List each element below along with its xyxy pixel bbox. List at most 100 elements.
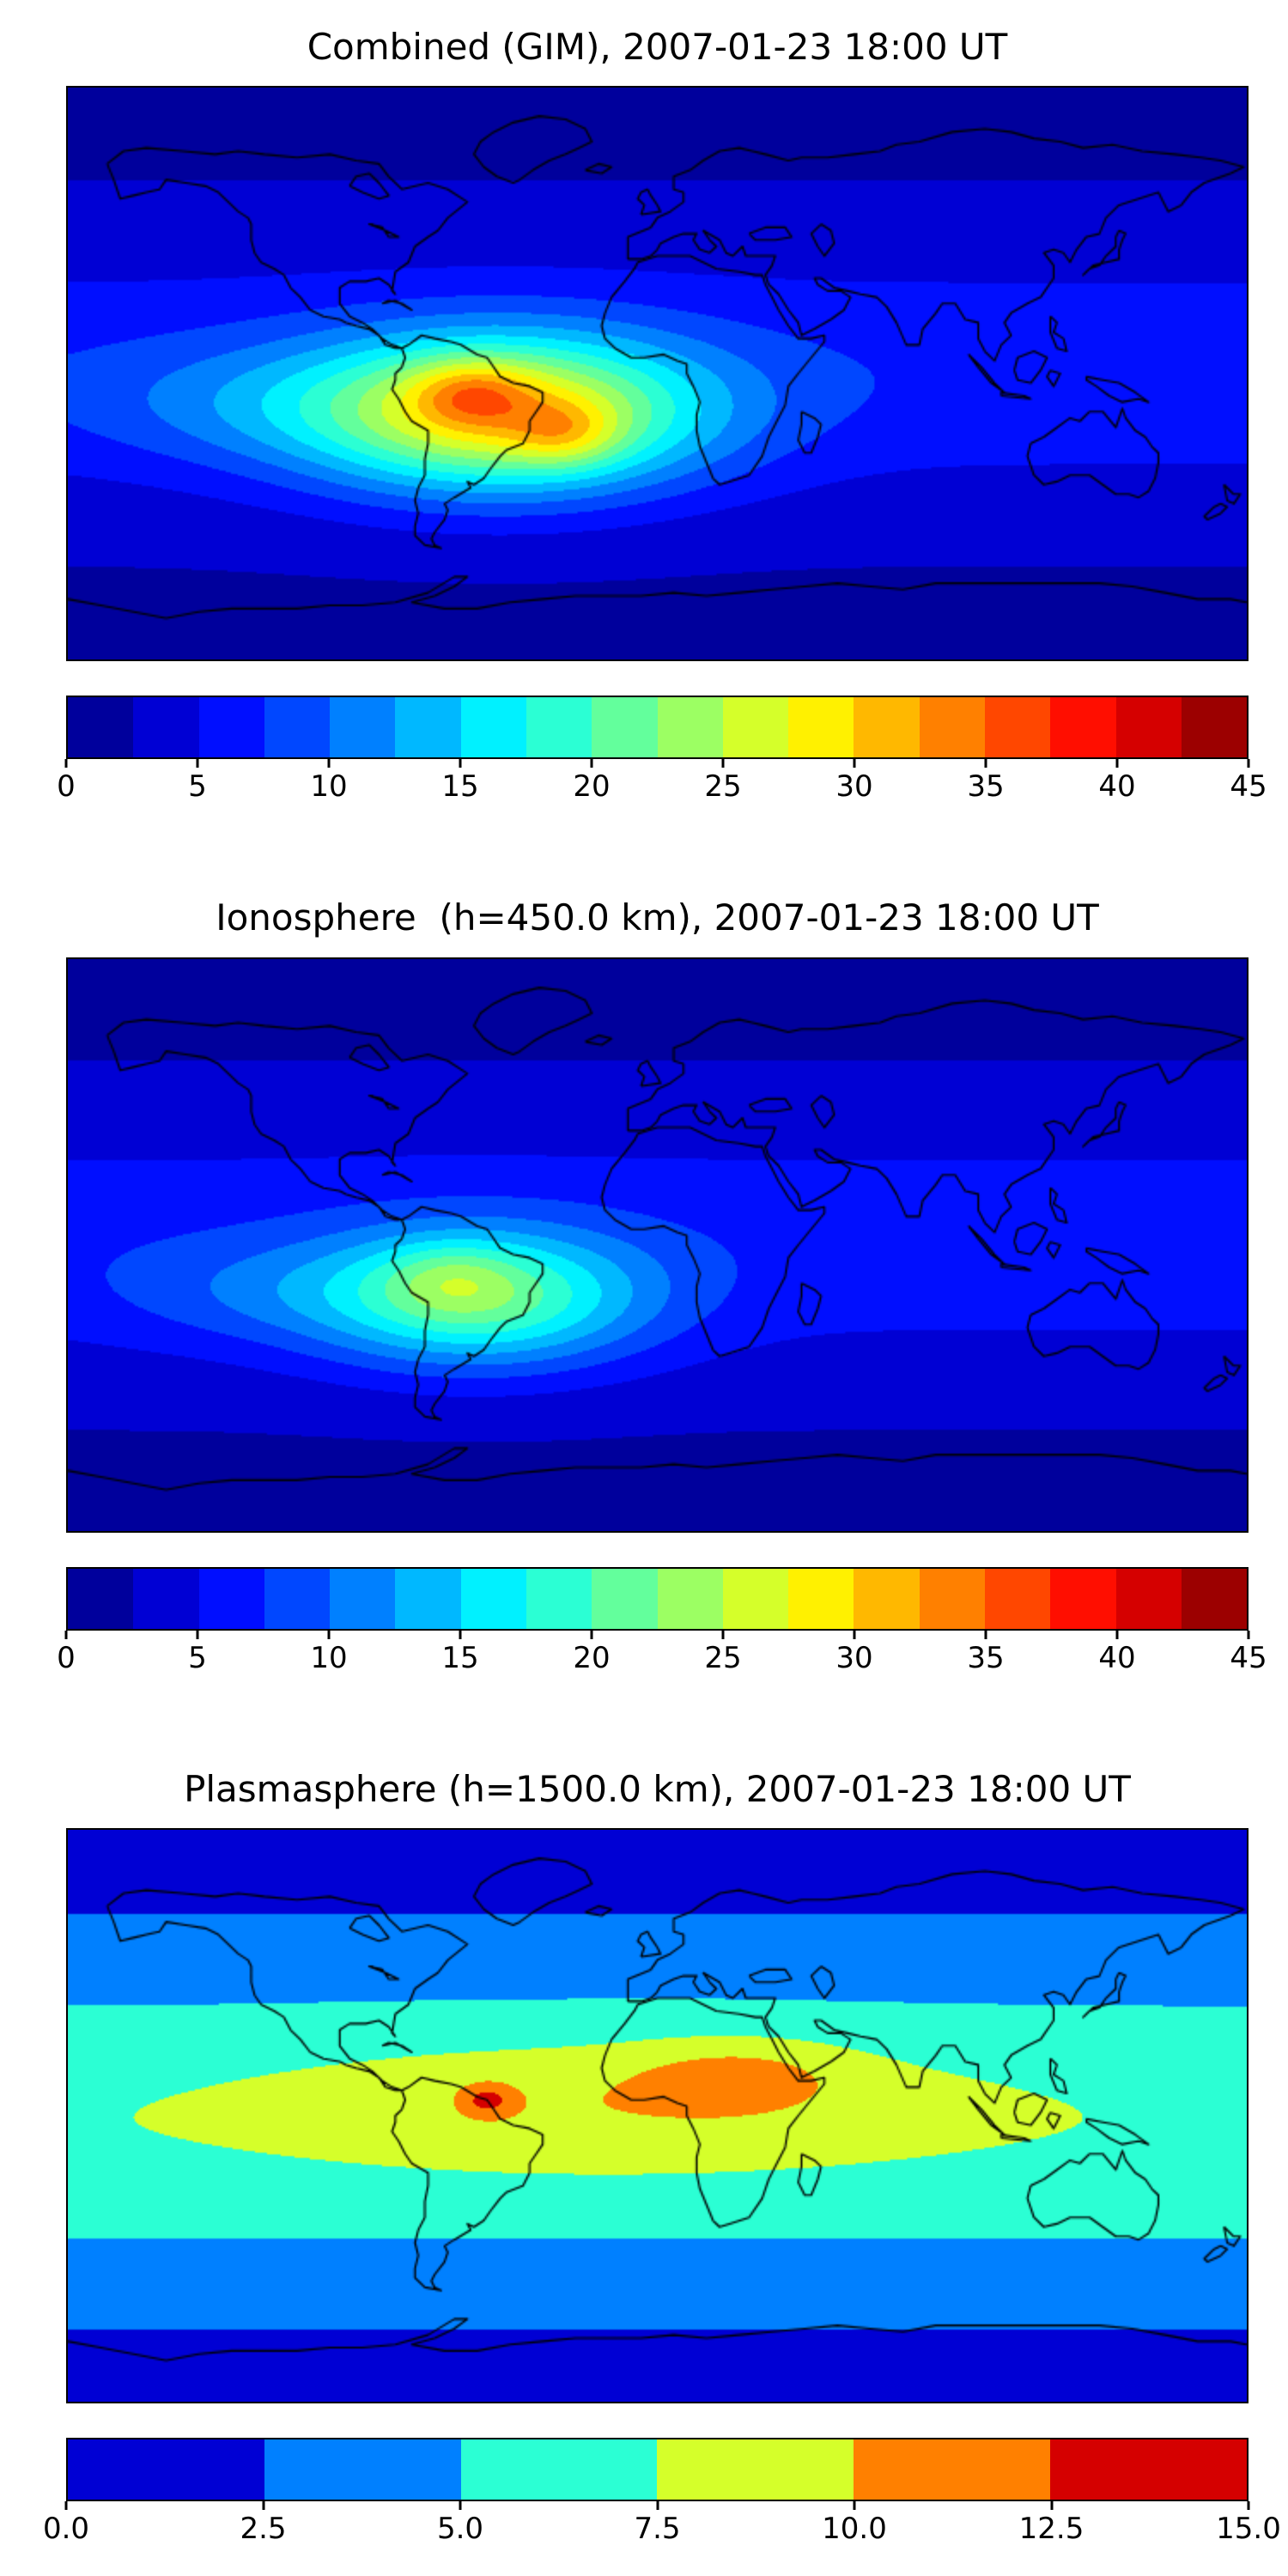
- colorbar-tick-mark: [1247, 759, 1250, 769]
- colorbar-segment: [722, 1568, 789, 1629]
- colorbar-segment: [1115, 1568, 1182, 1629]
- colorbar-segment: [657, 697, 723, 758]
- colorbar-tick-mark: [853, 759, 856, 769]
- colorbar-tick-label: 10: [310, 769, 348, 805]
- colorbar-segment: [854, 697, 920, 758]
- world-map-combined: [66, 86, 1249, 662]
- colorbar-segment: [264, 2439, 461, 2500]
- colorbar-segment: [68, 697, 134, 758]
- colorbar-tick-label: 20: [573, 769, 611, 805]
- colorbar-segment: [68, 1568, 134, 1629]
- colorbar-segment: [264, 1568, 331, 1629]
- colorbar-tick-mark: [984, 759, 987, 769]
- colorbar-segment: [460, 1568, 526, 1629]
- colorbar-segment: [526, 1568, 592, 1629]
- colorbar-tick-mark: [64, 759, 68, 769]
- colorbar-tick-label: 5: [188, 1640, 207, 1675]
- colorbar-segment: [592, 1568, 658, 1629]
- panel-title-ionosphere: Ionosphere (h=450.0 km), 2007-01-23 18:0…: [216, 896, 1099, 939]
- colorbar-tick-label: 45: [1230, 769, 1267, 805]
- colorbar-tick-label: 30: [835, 1640, 873, 1675]
- colorbar-segment: [460, 2439, 658, 2500]
- colorbar-tick-mark: [459, 2501, 462, 2511]
- colorbar-segment: [198, 1568, 264, 1629]
- colorbar-segment: [788, 697, 854, 758]
- colorbar-tick-mark: [196, 1630, 199, 1639]
- colorbar-segment: [133, 1568, 199, 1629]
- colorbar-tick-label: 30: [835, 769, 873, 805]
- colorbar-segment: [657, 1568, 723, 1629]
- colorbar-tick-mark: [853, 1630, 856, 1639]
- colorbar-tick-mark: [262, 2501, 264, 2511]
- colorbar-segment: [722, 697, 789, 758]
- colorbar-ionosphere: [66, 1566, 1249, 1631]
- colorbar-tick-mark: [1115, 759, 1119, 769]
- colorbar-tick-mark: [327, 759, 331, 769]
- colorbar-tick-label: 45: [1230, 1640, 1267, 1675]
- colorbar-tick-mark: [1247, 1630, 1250, 1639]
- colorbar-tick-mark: [64, 1630, 68, 1639]
- colorbar-tick-mark: [459, 759, 462, 769]
- colorbar-segment: [1050, 2439, 1247, 2500]
- colorbar-plasmasphere: [66, 2438, 1249, 2502]
- world-map-ionosphere: [66, 957, 1249, 1533]
- colorbar-segment: [198, 697, 264, 758]
- colorbar-ticks-ionosphere: 0 5 10 15 20 25 30 35 40 45: [57, 1630, 1267, 1684]
- panel-title-plasmasphere: Plasmasphere (h=1500.0 km), 2007-01-23 1…: [184, 1767, 1131, 1810]
- colorbar-segment: [68, 2439, 264, 2500]
- colorbar-tick-label: 0: [57, 1640, 76, 1675]
- colorbar-tick-label: 35: [967, 769, 1005, 805]
- colorbar-segment: [330, 1568, 396, 1629]
- colorbar-tick-label: 0.0: [42, 2512, 90, 2547]
- colorbar-tick-mark: [327, 1630, 331, 1639]
- colorbar-ticks-plasmasphere: 0.0 2.5 5.0 7.5 10.0 12.5 15.0: [43, 2501, 1281, 2555]
- colorbar-segment: [854, 2439, 1051, 2500]
- colorbar-tick-label: 20: [573, 1640, 611, 1675]
- colorbar-tick-label: 25: [704, 1640, 742, 1675]
- panel-ionosphere: Ionosphere (h=450.0 km), 2007-01-23 18:0…: [57, 896, 1267, 1684]
- colorbar-tick-label: 40: [1098, 769, 1136, 805]
- panel-plasmasphere: Plasmasphere (h=1500.0 km), 2007-01-23 1…: [43, 1767, 1281, 2555]
- colorbar-tick-label: 15: [441, 769, 479, 805]
- colorbar-tick-mark: [1050, 2501, 1053, 2511]
- colorbar-segment: [1115, 697, 1182, 758]
- colorbar-tick-label: 25: [704, 769, 742, 805]
- colorbar-tick-label: 35: [967, 1640, 1005, 1675]
- panel-title-combined: Combined (GIM), 2007-01-23 18:00 UT: [307, 26, 1008, 68]
- colorbar-segment: [460, 697, 526, 758]
- colorbar-tick-mark: [196, 759, 199, 769]
- colorbar-tick-label: 5.0: [436, 2512, 484, 2547]
- colorbar-segment: [264, 697, 331, 758]
- colorbar-tick-label: 7.5: [634, 2512, 681, 2547]
- colorbar-segment: [330, 697, 396, 758]
- colorbar-segment: [854, 1568, 920, 1629]
- colorbar-segment: [395, 697, 461, 758]
- colorbar-segment: [984, 697, 1051, 758]
- colorbar-segment: [1050, 697, 1116, 758]
- colorbar-tick-mark: [64, 2501, 68, 2511]
- colorbar-segment: [919, 697, 985, 758]
- colorbar-segment: [133, 697, 199, 758]
- colorbar-segment: [1050, 1568, 1116, 1629]
- world-map-plasmasphere: [66, 1828, 1249, 2404]
- colorbar-tick-mark: [1115, 1630, 1119, 1639]
- panel-combined-gim: Combined (GIM), 2007-01-23 18:00 UT 0 5 10…: [57, 26, 1267, 812]
- colorbar-tick-mark: [853, 2501, 856, 2511]
- colorbar-tick-label: 15.0: [1216, 2512, 1281, 2547]
- colorbar-segment: [592, 697, 658, 758]
- colorbar-ticks-combined: 0 5 10 15 20 25 30 35 40 45: [57, 759, 1267, 812]
- colorbar-tick-label: 0: [57, 769, 76, 805]
- colorbar-tick-mark: [459, 1630, 462, 1639]
- colorbar-tick-label: 10: [310, 1640, 348, 1675]
- colorbar-combined: [66, 696, 1249, 760]
- colorbar-tick-label: 10.0: [822, 2512, 887, 2547]
- colorbar-segment: [526, 697, 592, 758]
- colorbar-tick-label: 2.5: [240, 2512, 287, 2547]
- colorbar-tick-mark: [721, 1630, 725, 1639]
- colorbar-tick-label: 15: [441, 1640, 479, 1675]
- colorbar-tick-mark: [590, 759, 593, 769]
- colorbar-segment: [1181, 697, 1248, 758]
- colorbar-tick-mark: [656, 2501, 659, 2511]
- colorbar-tick-label: 12.5: [1018, 2512, 1084, 2547]
